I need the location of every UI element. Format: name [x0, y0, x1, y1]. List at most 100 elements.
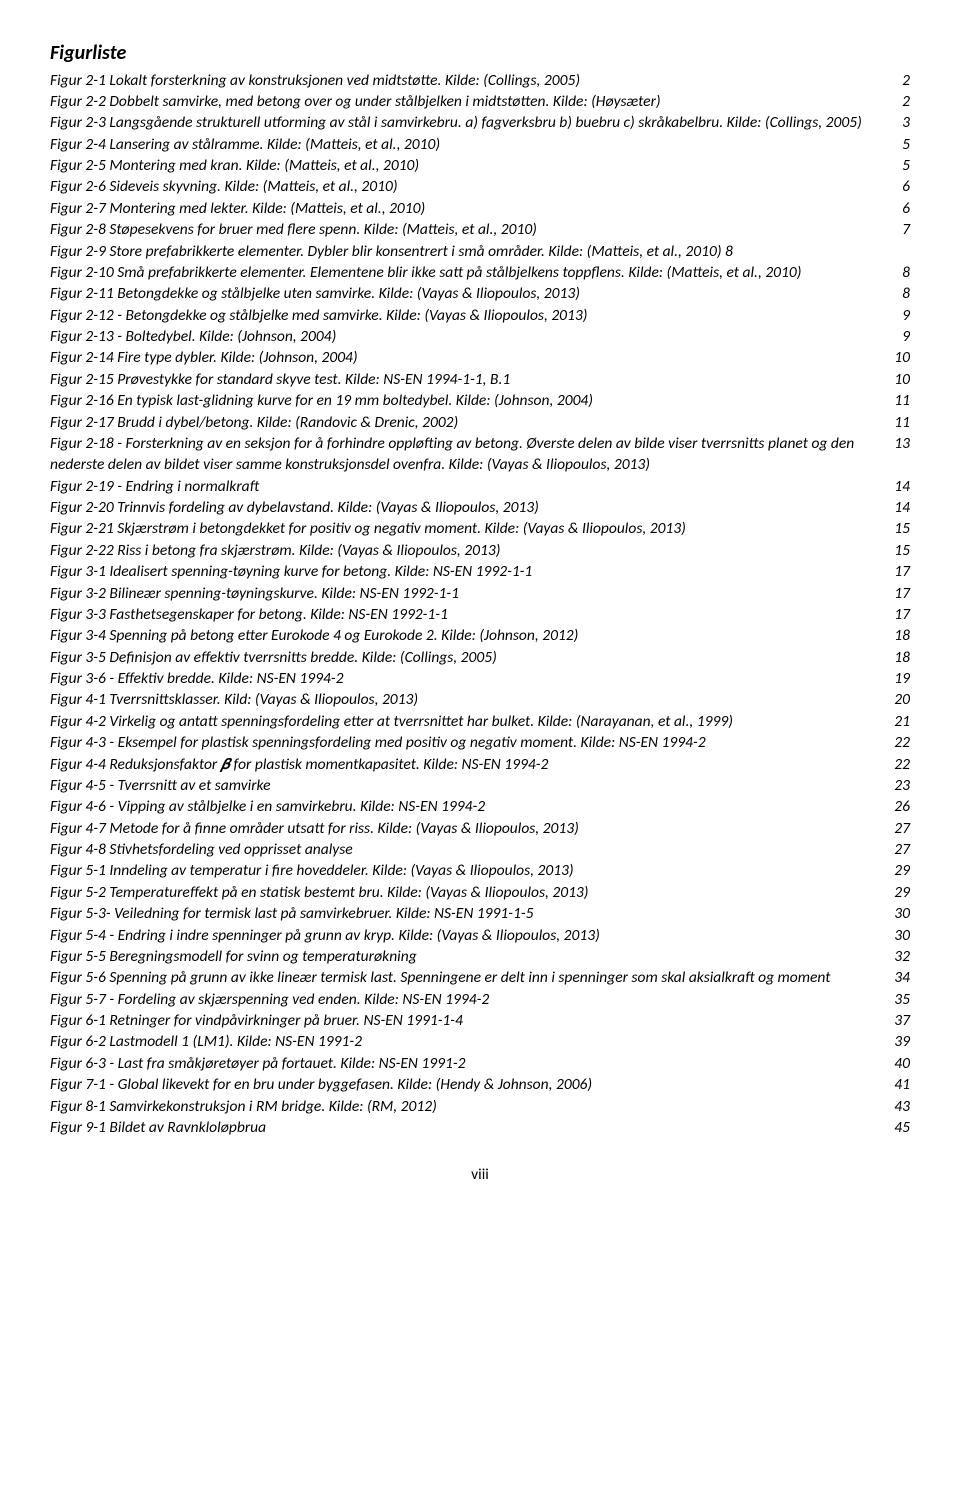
figure-entry: Figur 4-6 - Vipping av stålbjelke i en s… — [50, 796, 910, 817]
figure-page: 9 — [886, 326, 910, 347]
figure-label: Figur 5-6 Spenning på grunn av ikke line… — [50, 967, 886, 988]
figure-entry: Figur 5-4 - Endring i indre spenninger p… — [50, 925, 910, 946]
figure-page: 43 — [886, 1096, 910, 1117]
figure-entry: Figur 6-3 - Last fra småkjøretøyer på fo… — [50, 1053, 910, 1074]
figure-entry: Figur 2-20 Trinnvis fordeling av dybelav… — [50, 497, 910, 518]
figure-entry: Figur 3-3 Fasthetsegenskaper for betong.… — [50, 604, 910, 625]
figure-entry: Figur 4-4 Reduksjonsfaktor 𝜷 for plastis… — [50, 754, 910, 775]
figure-page: 23 — [886, 775, 910, 796]
figure-label: Figur 3-1 Idealisert spenning-tøyning ku… — [50, 561, 886, 582]
figure-page: 40 — [886, 1053, 910, 1074]
figure-label: Figur 7-1 - Global likevekt for en bru u… — [50, 1074, 886, 1095]
figure-label: Figur 2-7 Montering med lekter. Kilde: (… — [50, 198, 886, 219]
figure-page: 14 — [886, 497, 910, 518]
figure-entry: Figur 3-6 - Effektiv bredde. Kilde: NS-E… — [50, 668, 910, 689]
figure-label: Figur 3-5 Definisjon av effektiv tverrsn… — [50, 647, 886, 668]
figure-page: 27 — [886, 839, 910, 860]
figure-entry: Figur 2-4 Lansering av stålramme. Kilde:… — [50, 134, 910, 155]
figure-label: Figur 2-5 Montering med kran. Kilde: (Ma… — [50, 155, 886, 176]
figure-entry: Figur 9-1 Bildet av Ravnkloløpbrua45 — [50, 1117, 910, 1138]
figure-entry: Figur 2-2 Dobbelt samvirke, med betong o… — [50, 91, 910, 112]
figure-list: Figur 2-1 Lokalt forsterkning av konstru… — [50, 70, 910, 1139]
figure-label: Figur 5-5 Beregningsmodell for svinn og … — [50, 946, 886, 967]
figure-page: 30 — [886, 925, 910, 946]
page-title: Figurliste — [50, 40, 910, 68]
figure-label: Figur 4-8 Stivhetsfordeling ved opprisse… — [50, 839, 886, 860]
figure-page: 5 — [886, 134, 910, 155]
figure-entry: Figur 2-9 Store prefabrikkerte elementer… — [50, 241, 910, 262]
figure-entry: Figur 2-10 Små prefabrikkerte elementer.… — [50, 262, 910, 283]
figure-page: 21 — [886, 711, 910, 732]
figure-entry: Figur 2-6 Sideveis skyvning. Kilde: (Mat… — [50, 176, 910, 197]
figure-entry: Figur 2-14 Fire type dybler. Kilde: (Joh… — [50, 347, 910, 368]
figure-entry: Figur 2-16 En typisk last-glidning kurve… — [50, 390, 910, 411]
figure-label: Figur 2-16 En typisk last-glidning kurve… — [50, 390, 886, 411]
figure-page: 18 — [886, 625, 910, 646]
figure-page: 37 — [886, 1010, 910, 1031]
figure-entry: Figur 4-7 Metode for å finne områder uts… — [50, 818, 910, 839]
figure-entry: Figur 2-13 - Boltedybel. Kilde: (Johnson… — [50, 326, 910, 347]
figure-entry: Figur 4-8 Stivhetsfordeling ved opprisse… — [50, 839, 910, 860]
figure-page: 19 — [886, 668, 910, 689]
figure-label: Figur 2-15 Prøvestykke for standard skyv… — [50, 369, 886, 390]
figure-page: 27 — [886, 818, 910, 839]
figure-entry: Figur 2-19 - Endring i normalkraft14 — [50, 476, 910, 497]
figure-entry: Figur 2-22 Riss i betong fra skjærstrøm.… — [50, 540, 910, 561]
figure-label: Figur 2-12 - Betongdekke og stålbjelke m… — [50, 305, 886, 326]
figure-label: Figur 4-3 - Eksempel for plastisk spenni… — [50, 732, 886, 753]
figure-entry: Figur 2-5 Montering med kran. Kilde: (Ma… — [50, 155, 910, 176]
figure-entry: Figur 3-2 Bilineær spenning-tøyningskurv… — [50, 583, 910, 604]
figure-entry: Figur 4-5 - Tverrsnitt av et samvirke23 — [50, 775, 910, 796]
figure-entry: Figur 4-1 Tverrsnittsklasser. Kild: (Vay… — [50, 689, 910, 710]
figure-page: 34 — [886, 967, 910, 988]
figure-page: 8 — [886, 262, 910, 283]
figure-entry: Figur 2-7 Montering med lekter. Kilde: (… — [50, 198, 910, 219]
figure-label: Figur 3-2 Bilineær spenning-tøyningskurv… — [50, 583, 886, 604]
figure-entry: Figur 2-11 Betongdekke og stålbjelke ute… — [50, 283, 910, 304]
figure-page: 45 — [886, 1117, 910, 1138]
figure-label: Figur 2-3 Langsgående strukturell utform… — [50, 112, 886, 133]
figure-label: Figur 4-4 Reduksjonsfaktor 𝜷 for plastis… — [50, 754, 886, 775]
figure-label: Figur 2-4 Lansering av stålramme. Kilde:… — [50, 134, 886, 155]
figure-label: Figur 4-2 Virkelig og antatt spenningsfo… — [50, 711, 886, 732]
figure-entry: Figur 3-4 Spenning på betong etter Eurok… — [50, 625, 910, 646]
figure-entry: Figur 2-12 - Betongdekke og stålbjelke m… — [50, 305, 910, 326]
figure-label: Figur 3-6 - Effektiv bredde. Kilde: NS-E… — [50, 668, 886, 689]
figure-page: 10 — [886, 369, 910, 390]
figure-label: Figur 4-5 - Tverrsnitt av et samvirke — [50, 775, 886, 796]
figure-label: Figur 5-3- Veiledning for termisk last p… — [50, 903, 886, 924]
figure-entry: Figur 6-2 Lastmodell 1 (LM1). Kilde: NS-… — [50, 1031, 910, 1052]
figure-entry: Figur 2-3 Langsgående strukturell utform… — [50, 112, 910, 133]
figure-label: Figur 5-7 - Fordeling av skjærspenning v… — [50, 989, 886, 1010]
figure-label: Figur 2-9 Store prefabrikkerte elementer… — [50, 241, 886, 262]
figure-page: 17 — [886, 561, 910, 582]
figure-label: Figur 2-19 - Endring i normalkraft — [50, 476, 886, 497]
figure-label: Figur 2-18 - Forsterkning av en seksjon … — [50, 433, 886, 476]
figure-entry: Figur 2-15 Prøvestykke for standard skyv… — [50, 369, 910, 390]
figure-page: 17 — [886, 604, 910, 625]
figure-page: 3 — [886, 112, 910, 133]
figure-page: 26 — [886, 796, 910, 817]
figure-entry: Figur 3-1 Idealisert spenning-tøyning ku… — [50, 561, 910, 582]
figure-label: Figur 4-6 - Vipping av stålbjelke i en s… — [50, 796, 886, 817]
figure-entry: Figur 6-1 Retninger for vindpåvirkninger… — [50, 1010, 910, 1031]
figure-entry: Figur 5-3- Veiledning for termisk last p… — [50, 903, 910, 924]
figure-label: Figur 2-2 Dobbelt samvirke, med betong o… — [50, 91, 886, 112]
figure-page: 30 — [886, 903, 910, 924]
figure-page: 10 — [886, 347, 910, 368]
figure-entry: Figur 7-1 - Global likevekt for en bru u… — [50, 1074, 910, 1095]
figure-label: Figur 2-10 Små prefabrikkerte elementer.… — [50, 262, 886, 283]
figure-label: Figur 2-13 - Boltedybel. Kilde: (Johnson… — [50, 326, 886, 347]
figure-label: Figur 6-3 - Last fra småkjøretøyer på fo… — [50, 1053, 886, 1074]
figure-page: 41 — [886, 1074, 910, 1095]
figure-label: Figur 9-1 Bildet av Ravnkloløpbrua — [50, 1117, 886, 1138]
figure-page: 8 — [886, 283, 910, 304]
figure-label: Figur 2-20 Trinnvis fordeling av dybelav… — [50, 497, 886, 518]
figure-page: 2 — [886, 70, 910, 91]
figure-page: 17 — [886, 583, 910, 604]
figure-label: Figur 5-2 Temperatureffekt på en statisk… — [50, 882, 886, 903]
figure-page: 22 — [886, 732, 910, 753]
figure-label: Figur 5-4 - Endring i indre spenninger p… — [50, 925, 886, 946]
figure-label: Figur 2-17 Brudd i dybel/betong. Kilde: … — [50, 412, 886, 433]
figure-entry: Figur 4-3 - Eksempel for plastisk spenni… — [50, 732, 910, 753]
